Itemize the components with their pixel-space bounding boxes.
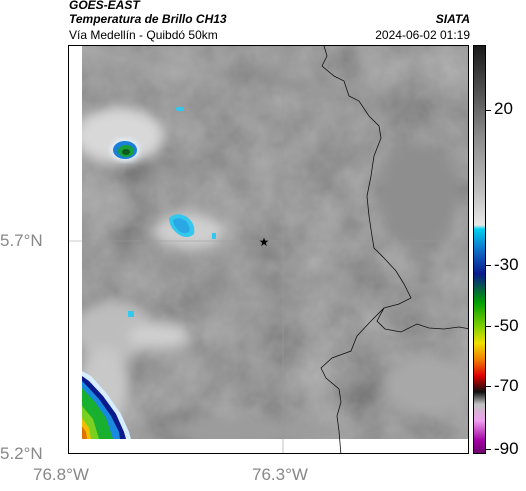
department-border-south	[320, 307, 385, 453]
colorbar-label-minus30: -30	[494, 255, 519, 274]
cold-cloud-cells	[82, 107, 216, 439]
timestamp-label: 2024-06-02 01:19	[375, 28, 470, 42]
lat-label-5-2: 5.2°N	[0, 444, 43, 463]
no-data-left-strip	[69, 46, 82, 453]
map-canvas: ★	[69, 46, 468, 453]
no-data-strip	[69, 439, 468, 453]
map-subtitle-route: Vía Medellín - Quibdó 50km	[69, 28, 218, 42]
organization-label: SIATA	[435, 12, 470, 26]
map-title-satellite: GOES-EAST	[69, 0, 140, 12]
colorbar-label-20: 20	[494, 99, 513, 118]
colorbar-label-minus50: -50	[494, 316, 519, 335]
colorbar	[473, 45, 486, 454]
lon-label-76-3: 76.3°W	[252, 465, 308, 484]
star-icon: ★	[259, 235, 270, 249]
lon-label-76-8: 76.8°W	[33, 465, 89, 484]
satellite-map: ★	[68, 45, 469, 454]
colorbar-label-minus70: -70	[494, 376, 519, 395]
department-border	[321, 46, 468, 333]
lat-label-5-7: 5.7°N	[0, 231, 43, 250]
colorbar-label-minus90: -90	[494, 439, 519, 458]
map-title-product: Temperatura de Brillo CH13	[69, 12, 227, 26]
